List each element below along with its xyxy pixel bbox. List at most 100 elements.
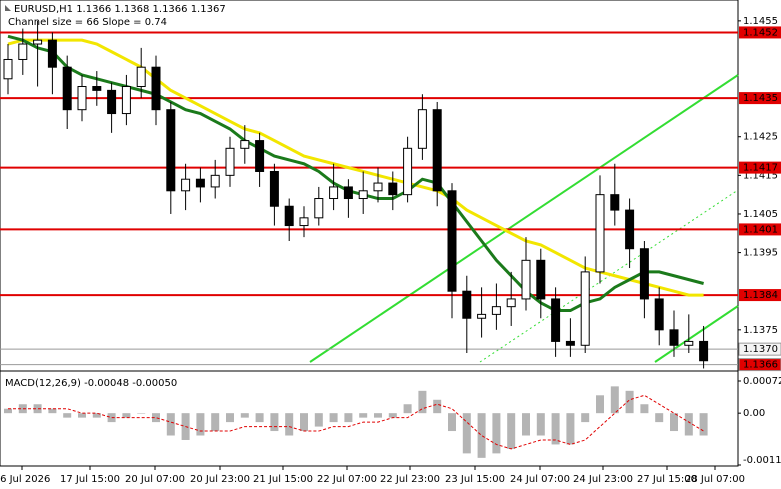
x-tick-label: 17 Jul 15:00: [60, 474, 120, 485]
candle-body: [373, 182, 383, 192]
y-tick-label: -0.00116: [743, 455, 781, 466]
candle-body: [195, 178, 205, 188]
macd-bar: [122, 413, 131, 418]
plot: 1.1455 1.1425 1.1415 1.1405 1.1395 1.1375 1.14…: [0, 16, 781, 485]
macd-bar: [107, 413, 116, 423]
macd-bar: [4, 408, 12, 414]
x-tick-label: 27 Jul 15:00: [637, 474, 697, 485]
macd-bar: [137, 413, 146, 414]
macd-bar: [255, 413, 264, 423]
level-label-bg: [739, 223, 781, 236]
macd-signal: [8, 394, 704, 450]
price-label: 1.1370: [743, 344, 778, 355]
macd-bar: [314, 413, 323, 427]
candle-body: [269, 170, 279, 207]
x-tick-label: 22 Jul 07:00: [317, 474, 377, 485]
candle-body: [107, 89, 117, 115]
candle-body: [625, 209, 635, 250]
x-tick-label: 24 Jul 23:00: [573, 474, 633, 485]
candle-body: [33, 39, 43, 45]
level-label-bg: [739, 92, 781, 105]
macd-bar: [625, 390, 634, 414]
macd-bar: [196, 413, 205, 436]
macd-bar: [285, 413, 294, 436]
candle-body: [565, 340, 575, 346]
level-label: 1.1452: [743, 27, 778, 38]
level-label-bg: [739, 289, 781, 302]
candle-body: [136, 66, 146, 88]
candle-body: [151, 66, 161, 111]
macd-bar: [670, 413, 678, 432]
y-tick-label: 1.1375: [743, 325, 778, 336]
candle-body: [314, 198, 324, 219]
macd-bar: [152, 413, 160, 423]
macd-bar: [522, 413, 530, 436]
macd-bar: [48, 408, 57, 414]
x-tick-label: 28 Jul 07:00: [685, 474, 745, 485]
candle-body: [699, 340, 709, 362]
macd-bar: [374, 413, 382, 418]
macd-bar: [477, 413, 486, 458]
macd-bar: [33, 404, 42, 414]
macd-bar: [359, 413, 368, 418]
macd-bar: [596, 395, 604, 414]
y-tick-label: 1.1395: [743, 248, 778, 259]
x-tick-label: 22 Jul 23:00: [380, 474, 440, 485]
y-tick-label: 0.00: [743, 408, 765, 419]
macd-bar: [610, 386, 619, 414]
candle-body: [92, 86, 102, 91]
candle-body: [610, 194, 620, 211]
candle-body: [388, 182, 398, 196]
candle-body: [329, 186, 339, 200]
candle-body: [684, 340, 694, 346]
macd-bar: [226, 413, 234, 423]
macd-bar: [448, 413, 456, 432]
macd-bar: [684, 413, 693, 436]
macd-bar: [211, 413, 220, 432]
candle-body: [491, 306, 501, 315]
y-tick-label: 1.1425: [743, 132, 778, 143]
level-label: 1.1401: [743, 224, 778, 235]
macd-bar: [507, 413, 516, 449]
candle-body: [403, 147, 413, 196]
candle-body: [432, 109, 442, 192]
chart-title: EURUSD,H1 1.1366 1.1368 1.1366 1.1367: [14, 4, 226, 15]
candle-body: [255, 140, 265, 172]
macd-bar: [699, 413, 708, 436]
candle-body: [166, 109, 176, 192]
candle-body: [77, 86, 87, 111]
y-tick-label: 1.1455: [743, 16, 778, 27]
candle-body: [225, 147, 235, 176]
candle-body: [343, 186, 353, 200]
y-tick-label: 1.1405: [743, 209, 778, 220]
chart-subtitle: Channel size = 66 Slope = 0.74: [8, 17, 167, 28]
candle-body: [447, 190, 457, 292]
macd-bar: [166, 413, 175, 436]
macd-bar: [581, 413, 590, 423]
channel-lower: [654, 305, 739, 363]
candle-body: [358, 190, 368, 200]
candle-body: [121, 86, 131, 115]
x-tick-label: 21 Jul 15:00: [253, 474, 313, 485]
candle-body: [284, 205, 294, 227]
macd-bar: [240, 413, 249, 418]
x-tick-label: 20 Jul 23:00: [190, 474, 250, 485]
x-tick-label: 24 Jul 07:00: [510, 474, 570, 485]
price-label-bg: [738, 342, 781, 356]
candle-body: [521, 259, 531, 300]
candle-body: [669, 329, 679, 346]
candle-body: [417, 109, 427, 149]
macd-bar: [300, 413, 308, 432]
candle-body: [181, 178, 191, 192]
macd-bar: [433, 399, 442, 414]
macd-bar: [270, 413, 279, 432]
macd-bar: [388, 413, 397, 418]
macd-bar: [329, 413, 338, 423]
candle-body: [240, 140, 250, 149]
macd-bar: [462, 413, 471, 454]
macd-bar: [344, 413, 353, 423]
candle-body: [47, 39, 57, 68]
candle-body: [654, 298, 664, 331]
macd-bar: [78, 413, 86, 418]
macd-bar: [536, 413, 545, 436]
